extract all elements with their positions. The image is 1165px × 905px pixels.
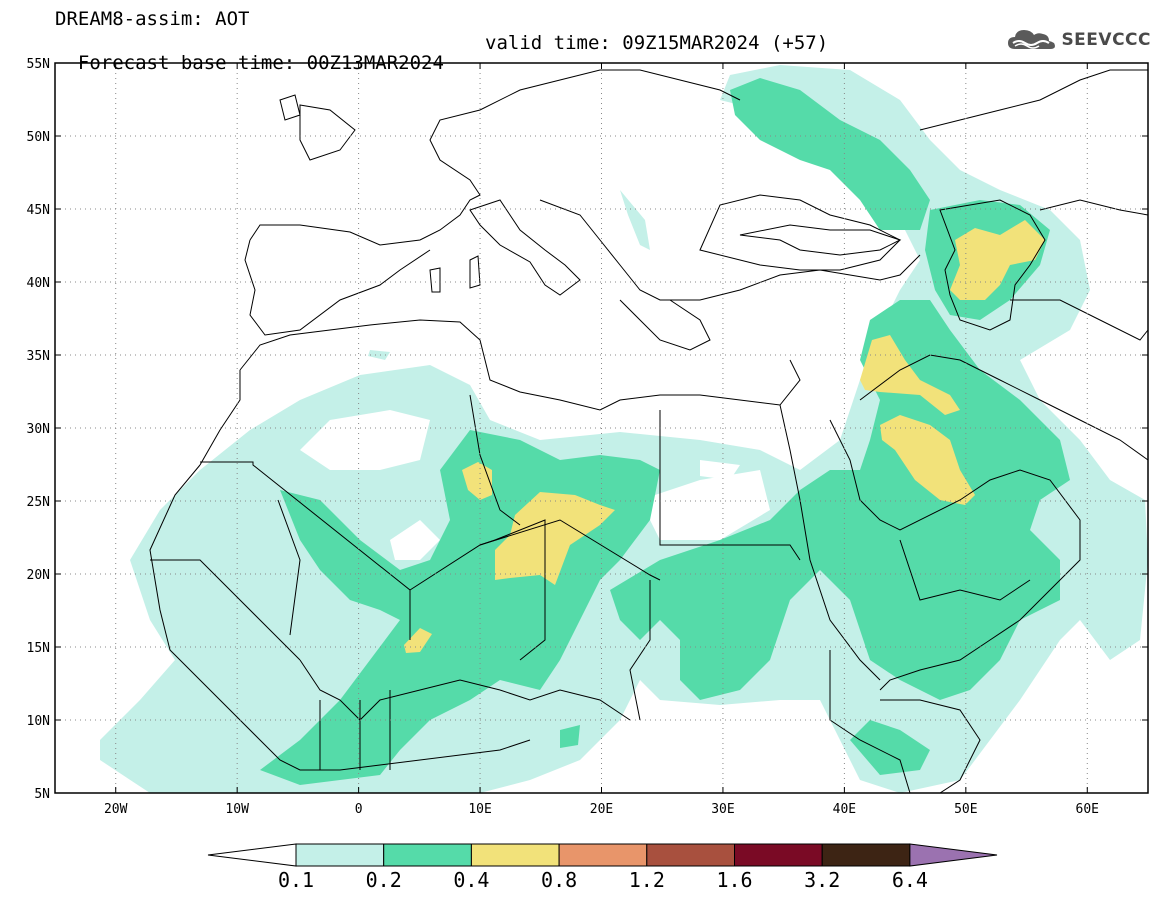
lat-tick-label: 40N (27, 276, 50, 291)
lon-tick-label: 10W (225, 802, 249, 817)
lat-tick-label: 50N (27, 130, 50, 145)
valid-time: valid time: 09Z15MAR2024 (+57) (485, 32, 829, 54)
colorbar-bin (383, 843, 472, 867)
logo-text: SEEVCCC (1061, 30, 1151, 50)
colorbar-bin (734, 843, 823, 867)
aot-holes (300, 410, 770, 560)
coastlines-and-borders (149, 69, 1148, 793)
colorbar-label: 0.4 (453, 868, 489, 892)
map-title: DREAM8-assim: AOT (55, 8, 250, 30)
lat-tick-label: 35N (27, 349, 50, 364)
colorbar-bin (821, 843, 911, 867)
colorbar-label: 1.6 (716, 868, 752, 892)
aot-colorbar: 0.1 0.2 0.4 0.8 1.2 1.6 3.2 6.4 (207, 843, 998, 892)
colorbar-bin (295, 843, 385, 867)
colorbar-over-arrow (909, 843, 998, 867)
lat-lon-grid (55, 63, 1148, 793)
seevccc-logo: SEEVCCC (1007, 27, 1151, 53)
colorbar-label: 0.2 (366, 868, 402, 892)
lat-tick-label: 20N (27, 568, 50, 583)
lat-tick-label: 10N (27, 714, 50, 729)
lon-tick-label: 20E (590, 802, 613, 817)
aot-contour-0.4 (404, 220, 1045, 653)
lon-tick-label: 10E (468, 802, 491, 817)
colorbar-label: 1.2 (629, 868, 665, 892)
colorbar-label: 0.1 (278, 868, 314, 892)
colorbar-label: 6.4 (892, 868, 928, 892)
lat-tick-label: 30N (27, 422, 50, 437)
lat-tick-label: 55N (27, 57, 50, 72)
colorbar-label: 0.8 (541, 868, 577, 892)
lat-tick-label: 25N (27, 495, 50, 510)
colorbar-bin (558, 843, 648, 867)
lon-tick-label: 30E (711, 802, 734, 817)
colorbar-bin (646, 843, 735, 867)
lat-tick-label: 5N (34, 787, 50, 802)
lon-tick-label: 60E (1076, 802, 1099, 817)
lon-tick-label: 20W (104, 802, 128, 817)
colorbar-bin (470, 843, 560, 867)
lat-tick-label: 15N (27, 641, 50, 656)
lat-tick-label: 45N (27, 203, 50, 218)
map-axes: 20W 10W 0 10E 20E 30E 40E 50E 60E 5N 10N 15N 20N 25N 3… (27, 57, 1148, 817)
lon-tick-label: 40E (833, 802, 856, 817)
colorbar-label: 3.2 (804, 868, 840, 892)
cloud-icon (1008, 30, 1056, 49)
aot-field (100, 65, 1148, 793)
colorbar-under-arrow (207, 843, 297, 867)
lon-tick-label: 50E (954, 802, 977, 817)
lon-tick-label: 0 (355, 802, 363, 817)
